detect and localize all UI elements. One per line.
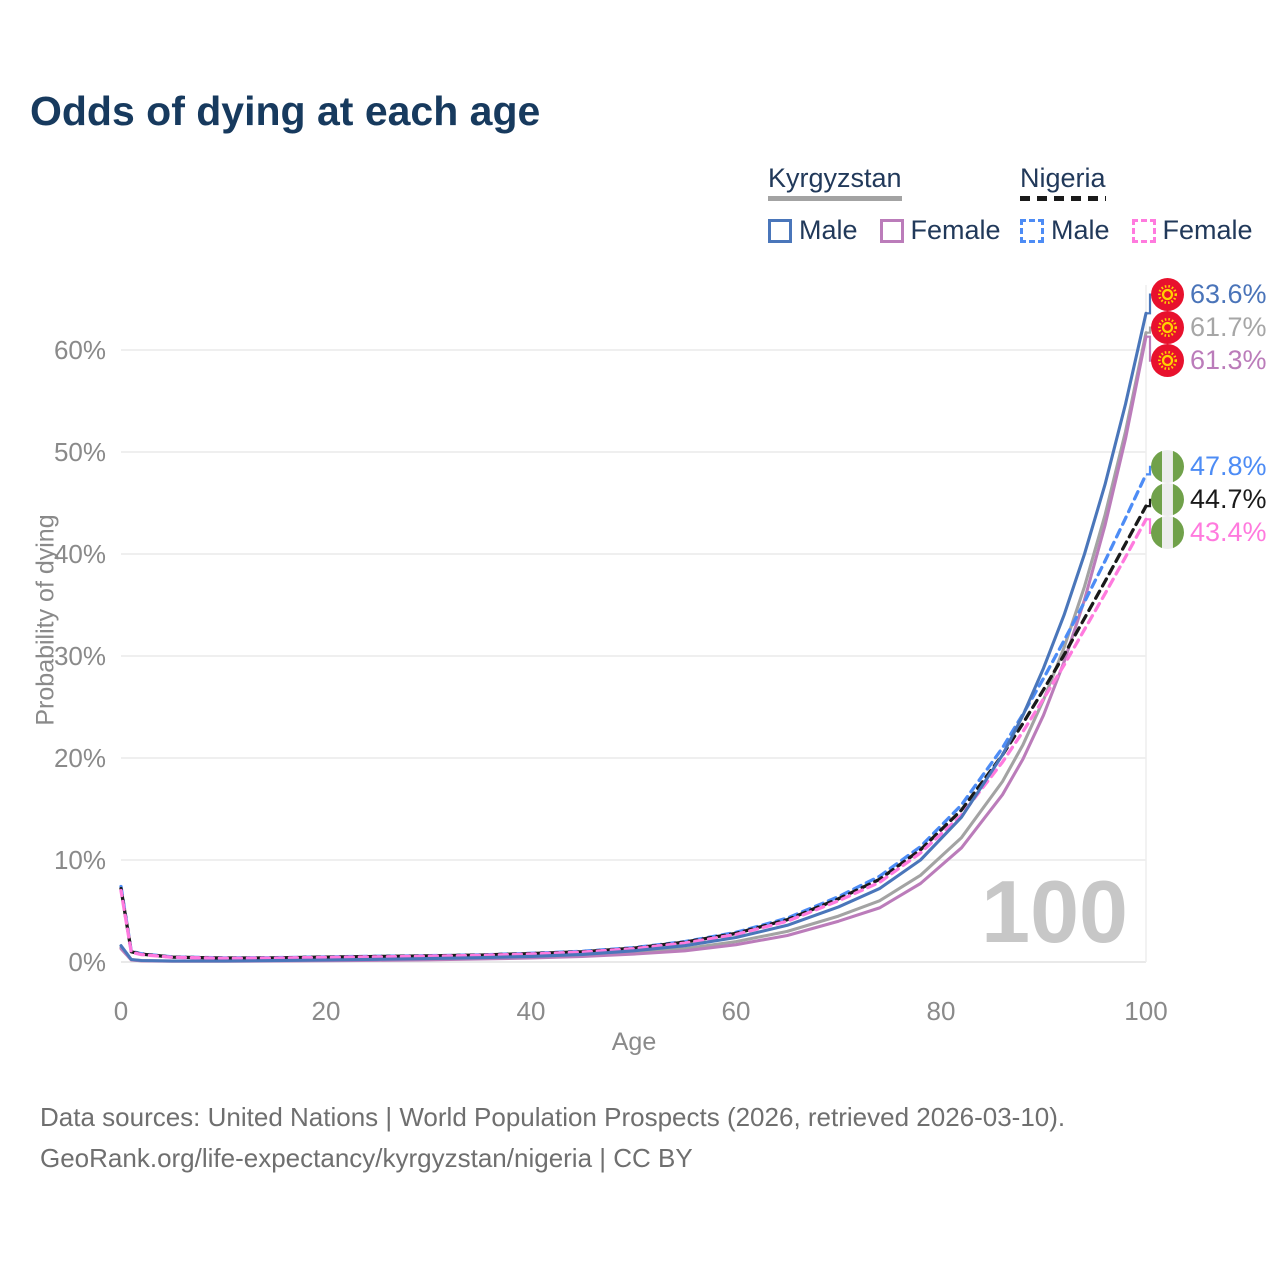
legend-dashed-line [1020,196,1106,201]
legend-item-nigeria-male[interactable]: Male [1020,215,1110,246]
end-label-value: 63.6% [1190,279,1267,310]
y-tick-label: 0% [68,947,106,977]
end-label-nigeria-female: 43.4% [1151,516,1267,550]
legend-swatch-dashed [1020,218,1044,243]
gridlines [121,285,1147,963]
y-tick-label: 20% [54,743,106,773]
end-label-kyrgyzstan-female: 61.3% [1151,344,1267,378]
x-tick-label: 60 [722,996,751,1026]
end-label-value: 43.4% [1190,517,1267,548]
series-kyrgyzstan-male[interactable] [119,311,1148,963]
y-tick-label: 30% [54,641,106,671]
end-label-value: 47.8% [1190,451,1267,482]
nigeria-flag-icon [1151,450,1184,484]
y-tick-label: 60% [54,335,106,365]
y-tick-label: 50% [54,437,106,467]
legend-solid-line [768,196,902,201]
footer-sources: Data sources: United Nations | World Pop… [40,1102,1066,1132]
end-label-value: 44.7% [1190,484,1267,515]
page-title: Odds of dying at each age [30,88,541,134]
y-tick-label: 10% [54,845,106,875]
legend-swatch-dashed [1131,218,1156,243]
nigeria-flag-icon [1151,516,1184,550]
end-label-value: 61.3% [1190,345,1267,376]
legend-item-label: Female [1162,215,1253,245]
legend-items: Male Female [1020,215,1275,246]
kyrgyzstan-flag-icon [1151,344,1184,378]
x-tick-label: 20 [312,996,341,1026]
series-lines[interactable] [119,311,1148,963]
tick-labels: 0% 10% 20% 30% 40% 50% 60% 0 20 40 60 80 100 [54,335,1168,1026]
legend-item-label: Female [910,215,1001,245]
nigeria-flag-icon [1151,483,1184,517]
legend-swatch-solid [768,218,792,243]
x-tick-label: 40 [517,996,546,1026]
kyrgyzstan-flag-icon [1151,278,1184,312]
end-label-value: 61.7% [1190,312,1267,343]
series-nigeria-female[interactable] [119,517,1148,960]
end-label-nigeria-male: 47.8% [1151,450,1267,484]
age-watermark: 100 [981,862,1128,961]
x-tick-label: 0 [114,996,128,1026]
legend-country-nigeria[interactable]: Nigeria [1020,163,1106,208]
end-label-kyrgyzstan-total: 61.7% [1151,311,1267,345]
legend-swatch-solid [879,218,904,243]
legend-item-kyrgyzstan-female[interactable]: Female [879,215,1001,246]
y-axis-title: Probability of dying [31,514,60,726]
legend-item-label: Male [1051,215,1110,245]
footer-link: GeoRank.org/life-expectancy/kyrgyzstan/n… [40,1143,693,1173]
end-label-kyrgyzstan-male: 63.6% [1151,278,1267,312]
kyrgyzstan-flag-icon [1151,311,1184,345]
legend-group-kyrgyzstan: Kyrgyzstan Male Female [768,163,1023,246]
x-tick-label: 80 [927,996,956,1026]
y-tick-label: 40% [54,539,106,569]
legend-item-nigeria-female[interactable]: Female [1131,215,1253,246]
legend-country-kyrgyzstan[interactable]: Kyrgyzstan [768,163,902,208]
legend-item-label: Male [799,215,858,245]
x-tick-label: 100 [1124,996,1167,1026]
legend-item-kyrgyzstan-male[interactable]: Male [768,215,858,246]
footer: Data sources: United Nations | World Pop… [40,1097,1065,1179]
legend-group-nigeria: Nigeria Male Female [1020,163,1275,246]
end-label-nigeria-total: 44.7% [1151,483,1267,517]
x-axis-title: Age [611,1028,657,1056]
legend-items: Male Female [768,215,1023,246]
